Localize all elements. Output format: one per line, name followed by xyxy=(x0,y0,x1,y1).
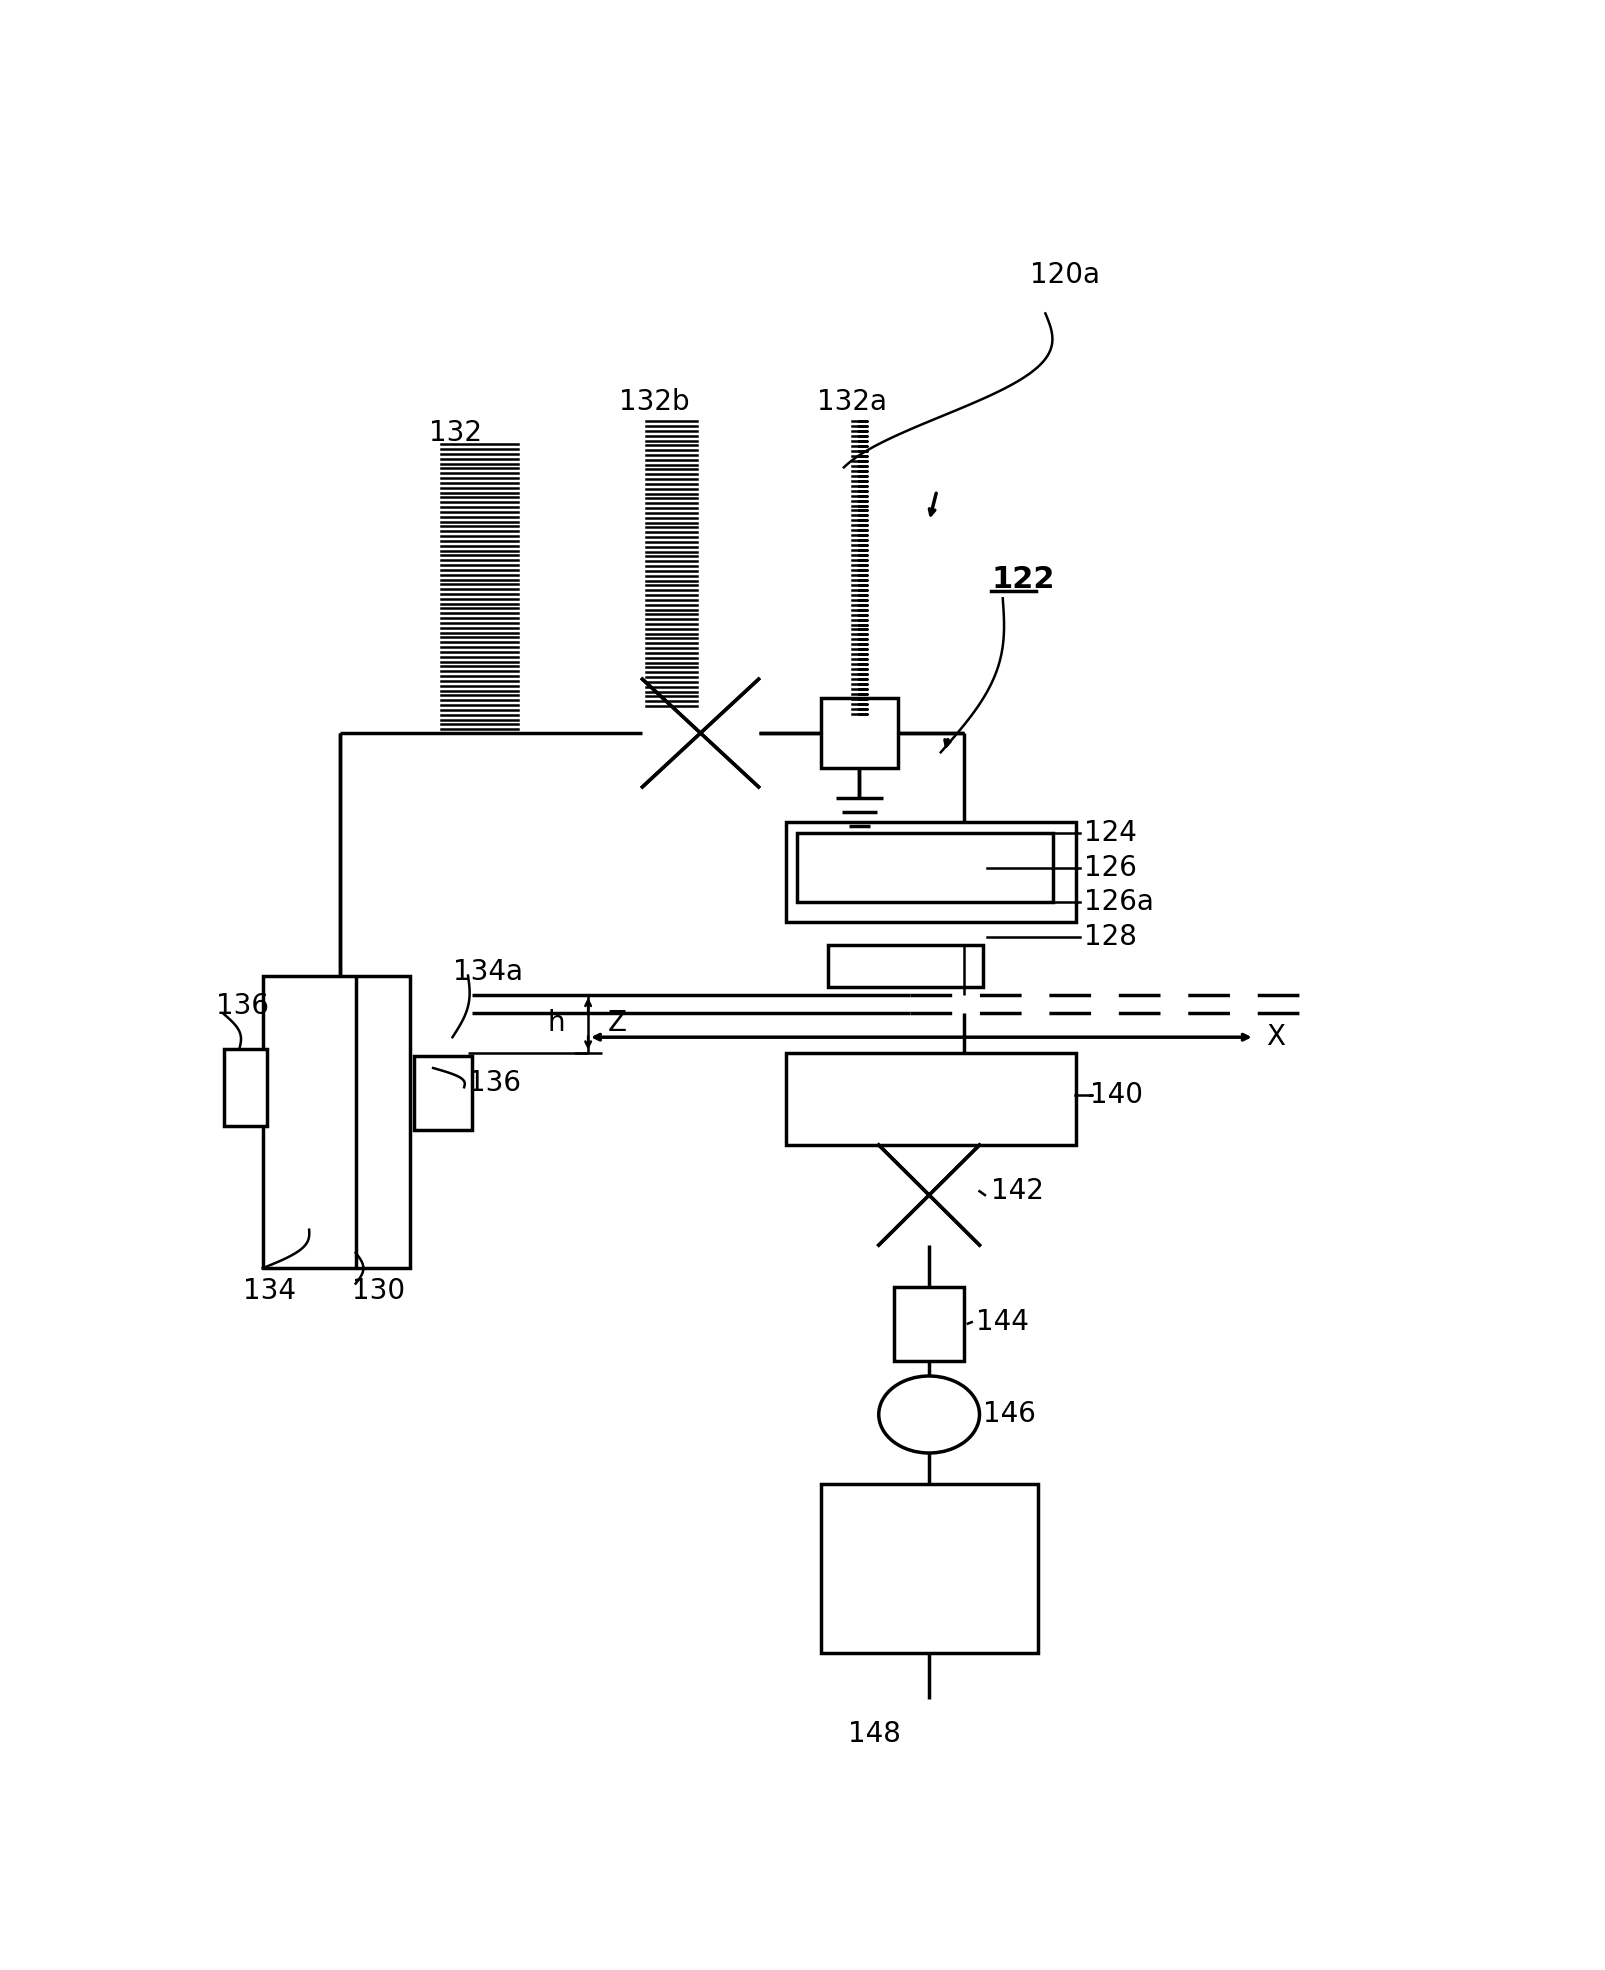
Text: 132: 132 xyxy=(429,420,482,447)
Text: 136: 136 xyxy=(217,993,270,1020)
Ellipse shape xyxy=(880,1375,979,1454)
Bar xyxy=(786,1052,1077,1145)
Text: 132b: 132b xyxy=(620,388,690,416)
Bar xyxy=(786,821,1077,922)
Bar xyxy=(223,1048,266,1125)
Text: 124: 124 xyxy=(1083,820,1136,847)
Text: 148: 148 xyxy=(849,1720,902,1747)
Text: X: X xyxy=(1266,1022,1286,1052)
Bar xyxy=(798,833,1053,902)
Text: h: h xyxy=(547,1009,565,1038)
Text: 130: 130 xyxy=(351,1277,404,1306)
Text: 128: 128 xyxy=(1083,924,1136,952)
Text: 144: 144 xyxy=(976,1308,1029,1336)
Text: 132a: 132a xyxy=(817,388,886,416)
Bar xyxy=(828,946,984,987)
Text: 126a: 126a xyxy=(1083,888,1154,916)
Text: 122: 122 xyxy=(992,565,1054,593)
Text: 126: 126 xyxy=(1083,853,1136,883)
Text: 134a: 134a xyxy=(453,957,523,985)
Text: 134: 134 xyxy=(244,1277,297,1306)
Text: 136: 136 xyxy=(469,1070,522,1097)
Bar xyxy=(894,1288,965,1361)
Bar xyxy=(820,1483,1037,1653)
Bar xyxy=(820,699,899,768)
Text: Z: Z xyxy=(608,1009,626,1038)
Text: 146: 146 xyxy=(984,1401,1037,1428)
Text: 120a: 120a xyxy=(1030,260,1099,290)
Bar xyxy=(263,975,409,1269)
Text: 140: 140 xyxy=(1090,1082,1143,1109)
Text: 142: 142 xyxy=(992,1178,1043,1206)
Bar xyxy=(414,1056,472,1129)
